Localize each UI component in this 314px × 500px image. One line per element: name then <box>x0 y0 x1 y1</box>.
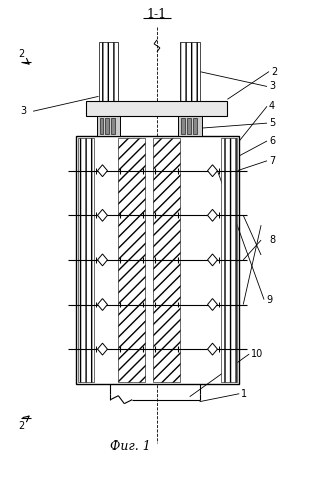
Polygon shape <box>98 254 107 266</box>
Text: 7: 7 <box>269 156 275 166</box>
Text: 1: 1 <box>241 388 247 398</box>
Polygon shape <box>208 165 218 176</box>
Bar <box>76 136 239 384</box>
Polygon shape <box>98 210 107 222</box>
Bar <box>111 118 115 134</box>
Bar <box>153 138 180 382</box>
Bar <box>180 42 200 102</box>
Text: 5: 5 <box>269 118 275 128</box>
Text: 2: 2 <box>18 422 24 432</box>
Text: 3: 3 <box>20 106 26 116</box>
Bar <box>106 118 109 134</box>
Polygon shape <box>98 298 107 310</box>
Text: 6: 6 <box>269 136 275 146</box>
Polygon shape <box>208 343 218 355</box>
Text: Фиг. 1: Фиг. 1 <box>110 440 151 452</box>
Bar <box>178 116 202 136</box>
Polygon shape <box>208 210 218 222</box>
Polygon shape <box>98 343 107 355</box>
Bar <box>78 138 94 382</box>
Text: 9: 9 <box>266 294 272 304</box>
Bar <box>96 116 120 136</box>
Text: 2: 2 <box>18 49 24 59</box>
Polygon shape <box>98 165 107 176</box>
Text: 10: 10 <box>251 349 263 359</box>
Text: 1-1: 1-1 <box>147 8 167 20</box>
Polygon shape <box>208 298 218 310</box>
Bar <box>187 118 191 134</box>
Bar <box>193 118 197 134</box>
Text: 8: 8 <box>269 235 275 245</box>
Bar <box>181 118 185 134</box>
Text: 3: 3 <box>269 82 275 92</box>
Text: 2: 2 <box>271 66 277 76</box>
Bar <box>118 138 145 382</box>
Text: 4: 4 <box>269 102 275 112</box>
Bar <box>99 42 118 102</box>
Bar <box>100 118 104 134</box>
Bar <box>86 102 227 116</box>
Polygon shape <box>208 254 218 266</box>
Bar <box>221 138 237 382</box>
